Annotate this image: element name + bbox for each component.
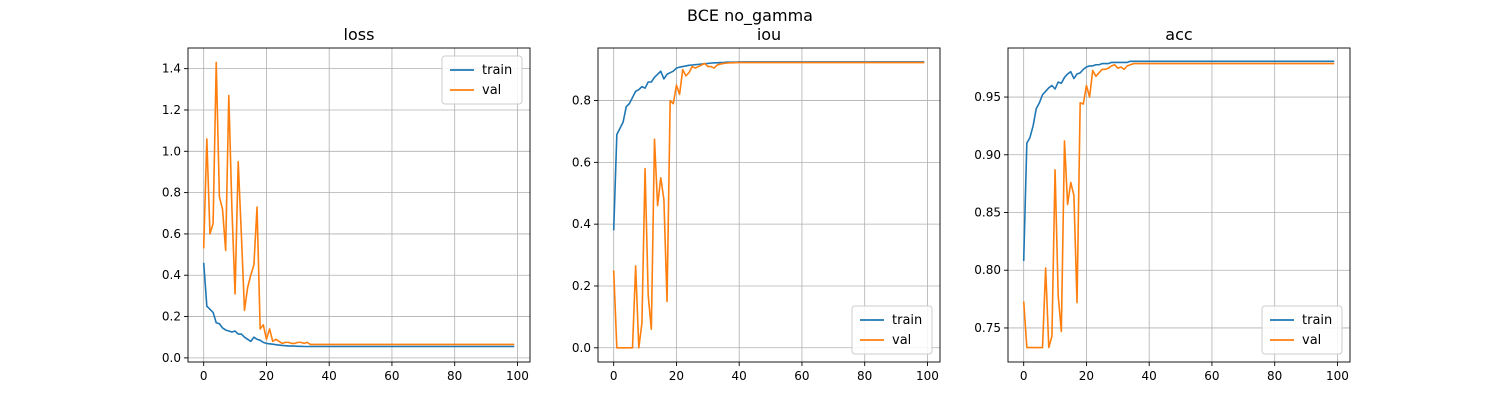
series-line-train (612, 61, 925, 231)
series-line-train (202, 262, 515, 348)
subplot-acc: 0 20 40 60 80 100 0.75 0.80 0.85 0.90 0.95 acc train… (974, 25, 1351, 383)
y-tick-label: 0.8 (162, 186, 181, 200)
y-tick-label: 0.6 (162, 227, 181, 241)
subplot-loss: 0 20 40 60 80 100 0.0 0.2 0.4 0.6 0.8 1.0 1.2 1.4 loss… (162, 25, 531, 383)
x-tick-label: 80 (1267, 369, 1282, 383)
x-tick-label: 0 (610, 369, 618, 383)
y-tick-label: 0.75 (974, 321, 1001, 335)
legend-box (851, 305, 933, 355)
figure-suptitle: BCE no_gamma (687, 6, 813, 25)
y-tick-label: 0.95 (974, 90, 1001, 104)
y-tick-label: 1.0 (162, 144, 181, 158)
x-tick-label: 20 (1079, 369, 1094, 383)
y-tick-label: 0.2 (572, 279, 591, 293)
y-tick-label: 0.80 (974, 263, 1001, 277)
y-tick-label: 0.8 (572, 94, 591, 108)
subplot-title: acc (1165, 25, 1192, 44)
x-tick-label: 100 (1326, 369, 1349, 383)
x-tick-label: 0 (200, 369, 208, 383)
axes-frame (187, 47, 531, 363)
legend-label-val: val (482, 83, 501, 98)
legend: train val (851, 305, 933, 355)
legend: train val (441, 55, 523, 105)
x-tick-label: 100 (506, 369, 529, 383)
series-line-val (1022, 62, 1335, 349)
series-line-val (202, 61, 515, 346)
x-tick-label: 40 (322, 369, 337, 383)
x-tick-label: 80 (447, 369, 462, 383)
legend-label-val: val (1302, 333, 1321, 348)
legend-label-train: train (892, 313, 922, 328)
legend: train val (1261, 305, 1343, 355)
x-tick-label: 60 (794, 369, 809, 383)
axes-frame (597, 47, 941, 363)
y-tick-label: 0.6 (572, 155, 591, 169)
x-tick-label: 0 (1020, 369, 1028, 383)
x-tick-label: 80 (857, 369, 872, 383)
subplot-title: iou (757, 25, 781, 44)
y-tick-label: 0.4 (162, 268, 181, 282)
x-tick-label: 100 (916, 369, 939, 383)
y-tick-label: 1.4 (162, 62, 181, 76)
y-tick-label: 0.2 (162, 310, 181, 324)
x-tick-label: 60 (384, 369, 399, 383)
x-tick-label: 40 (732, 369, 747, 383)
legend-label-val: val (892, 333, 911, 348)
y-tick-label: 0.90 (974, 148, 1001, 162)
series-line-train (1022, 60, 1335, 262)
subplot-iou: 0 20 40 60 80 100 0.0 0.2 0.4 0.6 0.8 iou train val (572, 25, 941, 383)
x-tick-label: 40 (1142, 369, 1157, 383)
legend-box (441, 55, 523, 105)
legend-label-train: train (482, 63, 512, 78)
legend-box (1261, 305, 1343, 355)
y-tick-label: 1.2 (162, 103, 181, 117)
y-tick-label: 0.85 (974, 206, 1001, 220)
x-tick-label: 60 (1204, 369, 1219, 383)
subplot-title: loss (344, 25, 375, 44)
series-line-val (612, 61, 925, 349)
y-tick-label: 0.0 (572, 341, 591, 355)
x-tick-label: 20 (669, 369, 684, 383)
y-tick-label: 0.0 (162, 351, 181, 365)
x-tick-label: 20 (259, 369, 274, 383)
legend-label-train: train (1302, 313, 1332, 328)
y-tick-label: 0.4 (572, 217, 591, 231)
axes-frame (1007, 47, 1351, 363)
